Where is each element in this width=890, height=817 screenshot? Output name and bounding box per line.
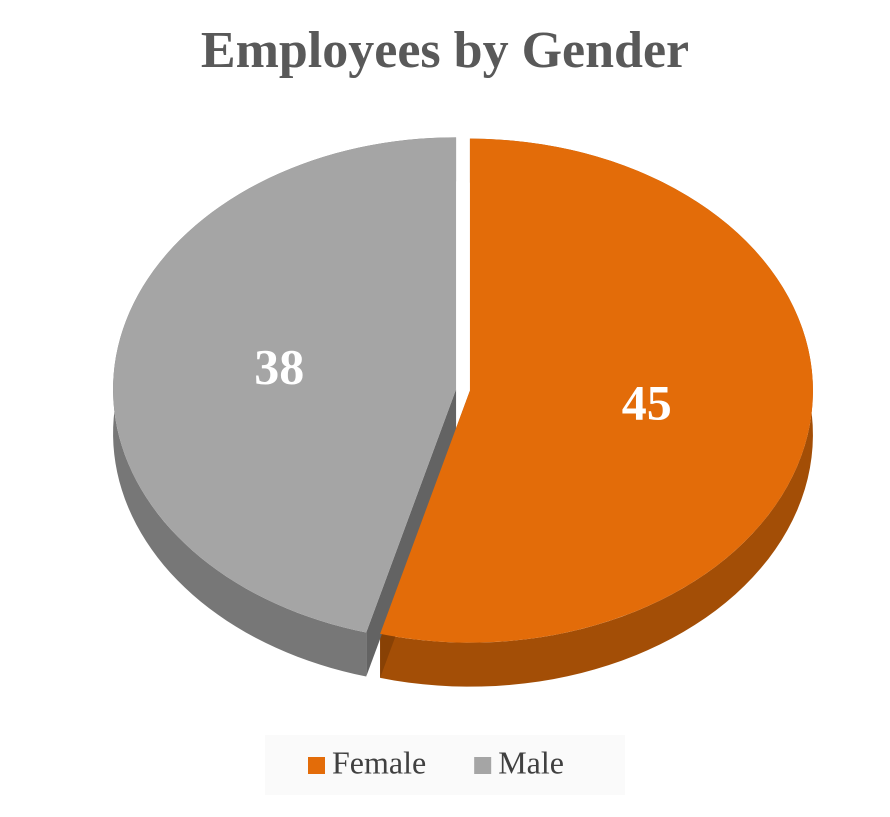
pie-slice bbox=[113, 137, 457, 633]
data-labels: 45 38 bbox=[254, 338, 671, 430]
data-label: 45 bbox=[622, 374, 672, 430]
pie-slice bbox=[380, 138, 813, 643]
pie-cut-face bbox=[366, 389, 457, 677]
legend-swatch bbox=[308, 757, 325, 774]
data-label: 38 bbox=[254, 338, 304, 394]
pie-tops bbox=[113, 137, 813, 643]
legend-swatch bbox=[474, 757, 492, 774]
legend-label: Male bbox=[498, 744, 564, 780]
chart-title: Employees by Gender bbox=[201, 22, 689, 79]
legend-label: Female bbox=[332, 744, 426, 780]
legend: Female Male bbox=[308, 744, 564, 780]
